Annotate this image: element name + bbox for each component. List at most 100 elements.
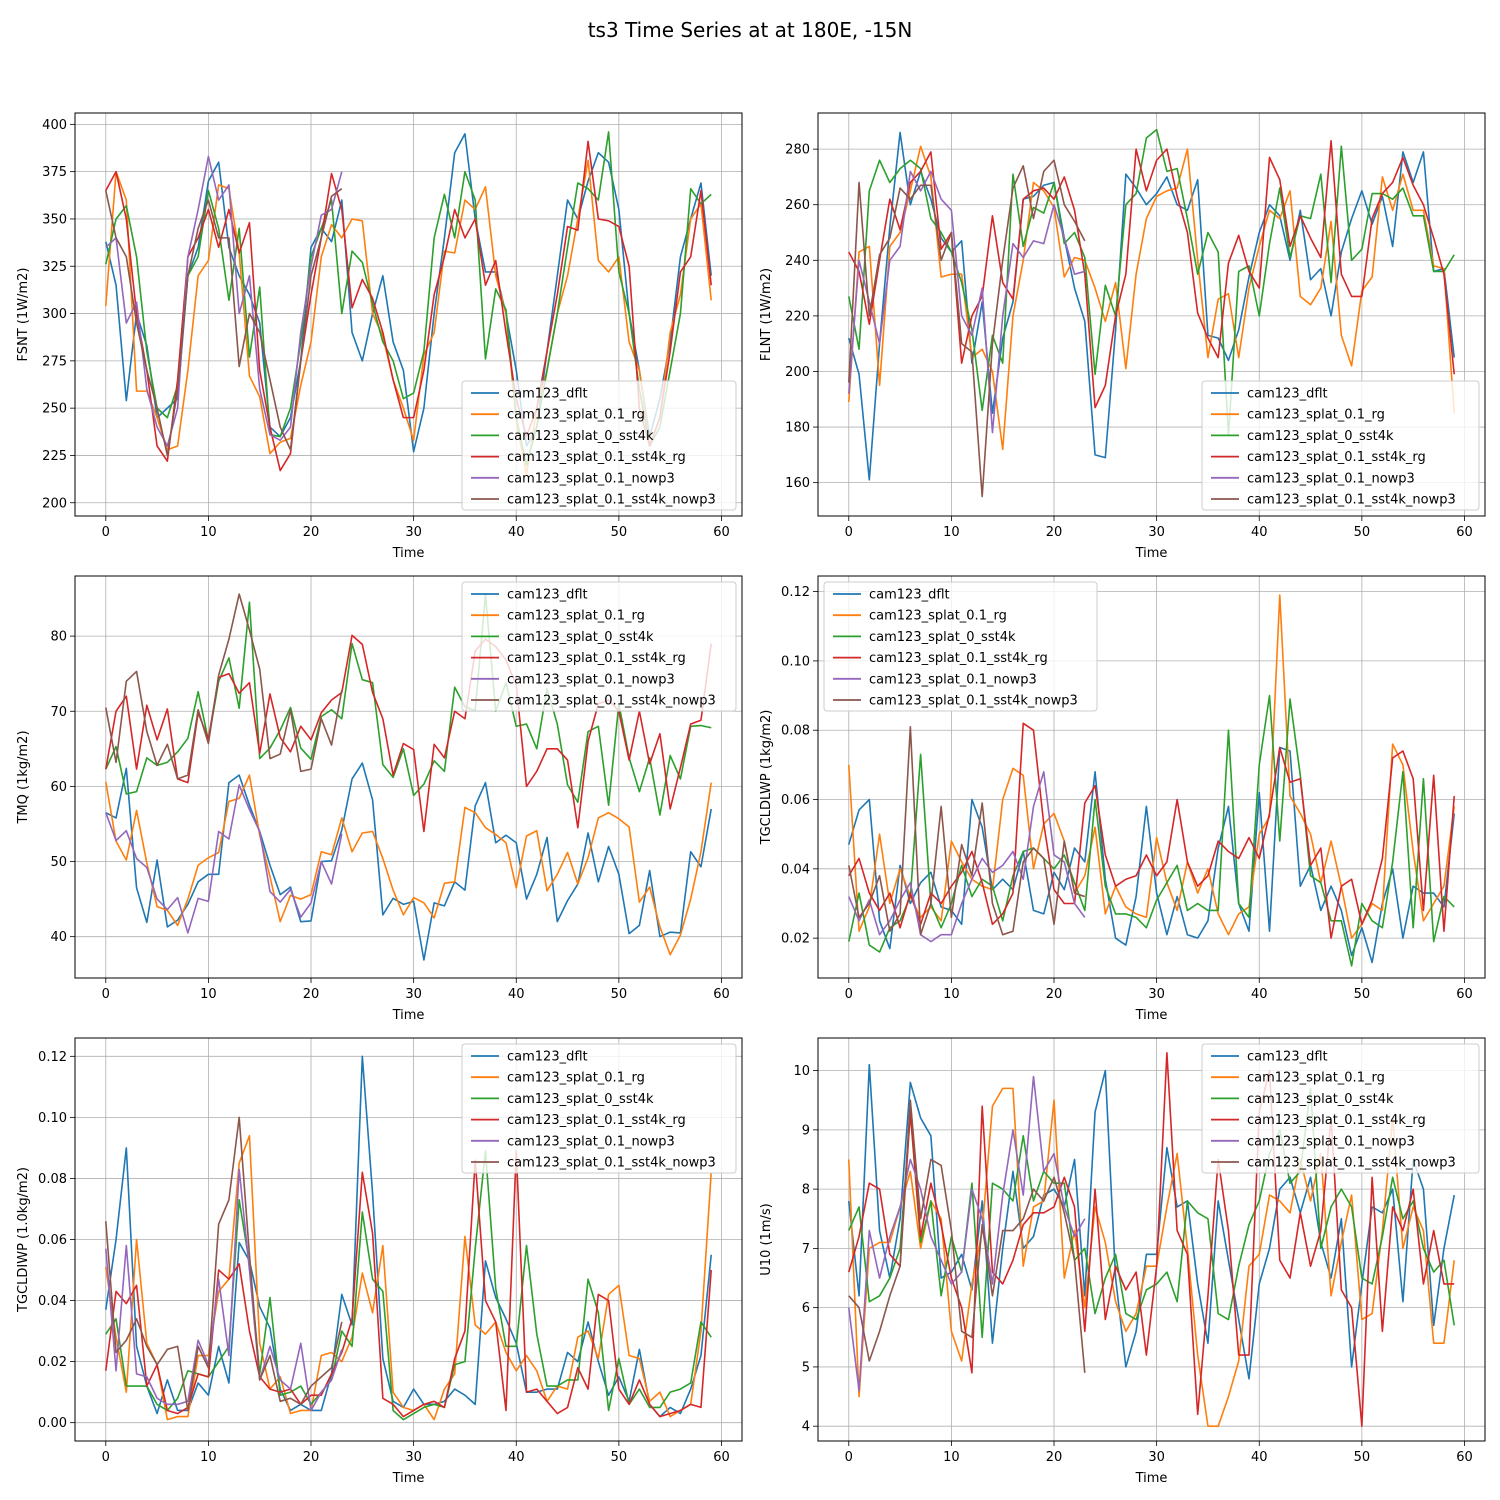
series-line-cam123-splat-0-1-sst4k-nowp3 — [104, 593, 343, 780]
y-axis-label: U10 (1m/s) — [759, 1203, 774, 1275]
y-tick-label: 5 — [802, 1360, 810, 1375]
legend-label: cam123_splat_0_sst4k — [507, 630, 654, 645]
series-group — [104, 131, 713, 476]
y-tick-label: 8 — [802, 1183, 810, 1198]
y-tick-label: 200 — [42, 496, 67, 511]
x-axis-label: Time — [392, 1471, 425, 1486]
x-tick-label: 50 — [611, 525, 628, 540]
y-axis-label: TMQ (1kg/m2) — [16, 730, 31, 824]
legend-label: cam123_splat_0.1_sst4k_rg — [507, 1113, 686, 1128]
x-tick-label: 60 — [1456, 525, 1473, 540]
y-tick-label: 275 — [42, 354, 67, 369]
x-tick-label: 60 — [1456, 987, 1473, 1002]
legend: cam123_dflt cam123_splat_0.1_rg cam123_spl… — [461, 581, 737, 712]
series-line-cam123-splat-0-1-nowp3 — [847, 1075, 1086, 1392]
x-tick-label: 50 — [1354, 525, 1371, 540]
legend-label: cam123_splat_0.1_rg — [507, 609, 645, 624]
legend-label: cam123_splat_0.1_nowp3 — [1247, 1134, 1415, 1149]
axes-frame — [74, 1037, 743, 1442]
x-tick-label: 10 — [200, 525, 217, 540]
y-tick-label: 0.12 — [781, 585, 810, 600]
series-group — [847, 128, 1456, 498]
legend-label: cam123_splat_0.1_sst4k_rg — [869, 651, 1048, 666]
axes-frame — [74, 112, 743, 517]
y-tick-label: 250 — [42, 402, 67, 417]
y-tick-label: 160 — [785, 476, 810, 491]
legend-label: cam123_splat_0.1_sst4k_nowp3 — [507, 493, 716, 508]
y-tick-label: 0.10 — [781, 654, 810, 669]
x-tick-label: 50 — [611, 1450, 628, 1465]
x-tick-label: 30 — [1148, 1450, 1165, 1465]
y-tick-label: 0.08 — [781, 724, 810, 739]
series-line-cam123-dflt — [105, 133, 713, 453]
legend: cam123_dflt cam123_splat_0.1_rg cam123_spl… — [461, 380, 737, 511]
y-tick-label: 4 — [802, 1420, 810, 1435]
legend-label: cam123_splat_0.1_rg — [507, 408, 645, 423]
x-tick-label: 60 — [713, 525, 730, 540]
series-line-cam123-splat-0-1-sst4k-nowp3 — [848, 1099, 1086, 1373]
figure-title: ts3 Time Series at at 180E, -15N — [588, 18, 913, 42]
y-tick-label: 0.06 — [38, 1233, 67, 1248]
x-tick-label: 60 — [713, 987, 730, 1002]
y-tick-label: 375 — [42, 165, 67, 180]
y-tick-label: 350 — [42, 212, 67, 227]
legend: cam123_dflt cam123_splat_0.1_rg cam123_spl… — [823, 581, 1098, 712]
legend-label: cam123_splat_0.1_rg — [1247, 408, 1385, 423]
subplot-3: 0 10 20 30 40 50 60 40 50 60 70 80 Time TMQ (1kg/m2) c… — [16, 575, 743, 1023]
legend: cam123_dflt cam123_splat_0.1_rg cam123_spl… — [1201, 380, 1480, 511]
series-line-cam123-splat-0-1-sst4k-rg — [105, 140, 713, 472]
y-tick-label: 0.12 — [38, 1050, 67, 1065]
x-tick-label: 20 — [1046, 525, 1063, 540]
subplot-5: 0 10 20 30 40 50 60 0.00 0.02 0.04 0.06 0.08 0.10 0.1… — [16, 1037, 743, 1486]
legend-label: cam123_splat_0.1_sst4k_rg — [507, 450, 686, 465]
y-tick-label: 220 — [785, 309, 810, 324]
series-line-cam123-splat-0-1-sst4k-rg — [848, 722, 1456, 939]
series-line-cam123-splat-0-1-nowp3 — [105, 784, 343, 934]
legend-label: cam123_splat_0_sst4k — [869, 630, 1016, 645]
x-tick-label: 10 — [200, 1450, 217, 1465]
y-tick-label: 40 — [50, 930, 67, 945]
y-tick-label: 0.04 — [781, 862, 810, 877]
series-line-cam123-splat-0-1-sst4k-nowp3 — [847, 159, 1086, 498]
x-tick-label: 50 — [611, 987, 628, 1002]
x-tick-label: 60 — [713, 1450, 730, 1465]
subplot-2: 0 10 20 30 40 50 60 160 180 200 220 240 260 280 Time FL… — [759, 112, 1486, 561]
legend-label: cam123_splat_0.1_sst4k_rg — [507, 651, 686, 666]
legend-label: cam123_splat_0_sst4k — [1247, 429, 1394, 444]
y-axis-label: FLNT (1W/m2) — [759, 268, 774, 361]
x-tick-label: 40 — [508, 987, 525, 1002]
x-axis-label: Time — [392, 546, 425, 561]
x-tick-label: 20 — [303, 987, 320, 1002]
series-line-cam123-splat-0-1-nowp3 — [105, 155, 343, 447]
x-tick-label: 0 — [102, 1450, 110, 1465]
axes-frame — [817, 575, 1486, 979]
y-tick-label: 0.10 — [38, 1111, 67, 1126]
series-line-cam123-splat-0-1-nowp3 — [847, 170, 1086, 434]
x-tick-label: 40 — [1251, 1450, 1268, 1465]
subplot-4: 0 10 20 30 40 50 60 0.02 0.04 0.06 0.08 0.10 0.12 Tim… — [759, 575, 1486, 1023]
y-tick-label: 280 — [785, 143, 810, 158]
y-tick-label: 0.08 — [38, 1172, 67, 1187]
y-tick-label: 6 — [802, 1301, 810, 1316]
series-line-cam123-splat-0-1-sst4k-nowp3 — [104, 1116, 343, 1412]
series-line-cam123-splat-0-1-rg — [847, 145, 1456, 451]
x-axis-label: Time — [1135, 546, 1168, 561]
axes-frame — [817, 112, 1486, 517]
subplot-1: 0 10 20 30 40 50 60 200 225 250 275 300 325 350 375 400… — [16, 112, 743, 561]
legend-label: cam123_splat_0_sst4k — [507, 429, 654, 444]
legend-label: cam123_splat_0.1_sst4k_nowp3 — [507, 694, 716, 709]
series-line-cam123-splat-0-1-rg — [104, 1134, 713, 1421]
x-tick-label: 10 — [200, 987, 217, 1002]
legend-label: cam123_splat_0.1_sst4k_nowp3 — [869, 694, 1078, 709]
series-line-cam123-splat-0-1-sst4k-nowp3 — [847, 725, 1086, 936]
x-tick-label: 60 — [1456, 1450, 1473, 1465]
x-tick-label: 20 — [1046, 1450, 1063, 1465]
legend-label: cam123_dflt — [869, 588, 950, 603]
y-tick-label: 300 — [42, 307, 67, 322]
x-tick-label: 40 — [1251, 987, 1268, 1002]
y-axis-label: TGCLDLWP (1kg/m2) — [759, 710, 774, 846]
legend-label: cam123_splat_0.1_nowp3 — [507, 1134, 675, 1149]
series-line-cam123-dflt — [105, 762, 713, 961]
y-tick-label: 0.00 — [38, 1416, 67, 1431]
y-tick-label: 10 — [793, 1064, 810, 1079]
